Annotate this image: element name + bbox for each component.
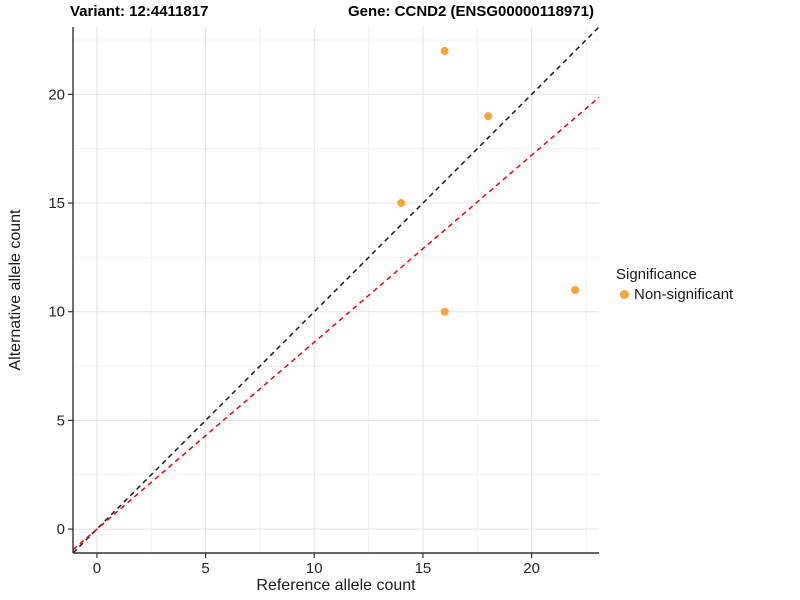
legend-title: Significance [616, 266, 697, 283]
x-axis-title: Reference allele count [256, 577, 416, 594]
y-tick-label: 10 [48, 304, 65, 321]
x-tick-label: 5 [201, 560, 209, 577]
identity-diagonal-line [72, 26, 600, 554]
legend-point-icon [620, 290, 629, 299]
data-point [571, 286, 580, 294]
data-point [484, 112, 493, 121]
x-tick-label: 20 [523, 560, 540, 577]
y-tick-label: 0 [57, 521, 65, 538]
legend: Significance Non-significant [616, 266, 733, 303]
y-tick-label: 5 [57, 412, 65, 429]
plot-title-variant: Variant: 12:4411817 [70, 3, 209, 20]
data-point [397, 199, 406, 208]
x-tick-label: 10 [306, 560, 323, 577]
x-tick-label: 0 [93, 560, 101, 577]
y-tick-label: 20 [48, 86, 65, 103]
legend-item-label: Non-significant [634, 286, 734, 303]
plot-title-gene: Gene: CCND2 (ENSG00000118971) [348, 3, 594, 20]
legend-item-non-significant: Non-significant [616, 286, 733, 303]
data-point [440, 46, 449, 55]
expected-ratio-line [72, 96, 600, 551]
y-axis-title: Alternative allele count [7, 209, 24, 371]
x-tick-label: 15 [415, 560, 432, 577]
data-point [440, 307, 449, 316]
y-tick-label: 15 [48, 195, 65, 212]
